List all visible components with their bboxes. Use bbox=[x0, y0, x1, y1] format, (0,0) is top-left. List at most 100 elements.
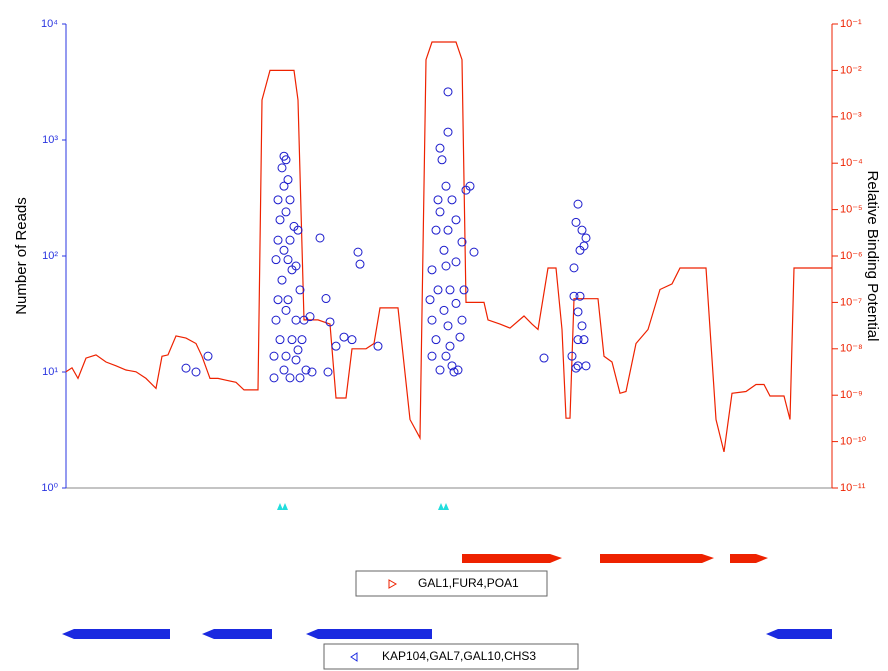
y2-tick-label: 10⁻⁸ bbox=[840, 343, 863, 355]
read-point bbox=[575, 291, 585, 301]
read-point bbox=[577, 225, 587, 235]
read-point bbox=[269, 351, 279, 361]
read-point bbox=[427, 351, 437, 361]
y-tick-label: 10³ bbox=[42, 134, 58, 146]
read-point bbox=[573, 199, 583, 209]
read-point bbox=[445, 341, 455, 351]
read-point bbox=[581, 361, 591, 371]
read-point bbox=[455, 332, 465, 342]
legend-icon bbox=[388, 579, 398, 589]
read-point bbox=[287, 335, 297, 345]
read-point bbox=[439, 245, 449, 255]
read-point bbox=[443, 321, 453, 331]
read-point bbox=[443, 127, 453, 137]
read-point bbox=[273, 235, 283, 245]
read-point bbox=[449, 367, 459, 377]
legend-box bbox=[355, 570, 548, 597]
read-point bbox=[305, 312, 315, 322]
read-point bbox=[331, 341, 341, 351]
read-point bbox=[269, 373, 279, 383]
read-point bbox=[339, 332, 349, 342]
read-point bbox=[569, 291, 579, 301]
read-point bbox=[567, 351, 577, 361]
y2-tick-label: 10⁻³ bbox=[840, 111, 862, 123]
read-point bbox=[271, 255, 281, 265]
read-point bbox=[277, 163, 287, 173]
read-point bbox=[451, 298, 461, 308]
read-point bbox=[281, 305, 291, 315]
read-point bbox=[347, 335, 357, 345]
read-point bbox=[275, 335, 285, 345]
y-tick-label: 10⁰ bbox=[41, 482, 58, 494]
read-point bbox=[441, 181, 451, 191]
read-point bbox=[571, 363, 581, 373]
read-point bbox=[435, 365, 445, 375]
y2-tick-label: 10⁻¹⁰ bbox=[840, 436, 867, 448]
read-point bbox=[433, 195, 443, 205]
read-point bbox=[203, 351, 213, 361]
read-point bbox=[297, 335, 307, 345]
read-point bbox=[461, 185, 471, 195]
y2-tick-label: 10⁻⁷ bbox=[840, 296, 862, 308]
read-point bbox=[283, 175, 293, 185]
reverse-genes bbox=[62, 629, 832, 639]
read-point bbox=[579, 335, 589, 345]
read-point bbox=[279, 245, 289, 255]
read-point bbox=[427, 315, 437, 325]
y2-axis-title: Relative Binding Potential bbox=[864, 171, 881, 342]
read-point bbox=[293, 345, 303, 355]
read-point bbox=[281, 351, 291, 361]
read-point bbox=[277, 275, 287, 285]
read-point bbox=[447, 361, 457, 371]
read-point bbox=[441, 261, 451, 271]
read-point bbox=[279, 365, 289, 375]
read-point bbox=[431, 335, 441, 345]
read-point bbox=[439, 305, 449, 315]
read-point bbox=[441, 351, 451, 361]
read-point bbox=[273, 195, 283, 205]
read-point bbox=[323, 367, 333, 377]
read-point bbox=[573, 307, 583, 317]
read-point bbox=[273, 295, 283, 305]
y2-tick-label: 10⁻¹ bbox=[840, 18, 862, 30]
read-point bbox=[285, 195, 295, 205]
y2-tick-label: 10⁻⁹ bbox=[840, 389, 863, 401]
y2-tick-label: 10⁻² bbox=[840, 64, 862, 76]
y2-tick-label: 10⁻¹¹ bbox=[840, 482, 866, 494]
read-point bbox=[287, 265, 297, 275]
read-point bbox=[457, 237, 467, 247]
y-axis-title: Number of Reads bbox=[13, 197, 30, 315]
read-point bbox=[295, 373, 305, 383]
y-tick-label: 10⁴ bbox=[41, 18, 58, 30]
track-label: KAP104,GAL7,GAL10,CHS3 bbox=[382, 649, 536, 663]
read-point bbox=[571, 217, 581, 227]
y2-tick-label: 10⁻⁴ bbox=[840, 157, 863, 169]
read-point bbox=[293, 225, 303, 235]
read-point bbox=[451, 257, 461, 267]
read-point bbox=[445, 285, 455, 295]
y2-tick-label: 10⁻⁵ bbox=[840, 204, 863, 216]
read-point bbox=[285, 373, 295, 383]
read-point bbox=[447, 195, 457, 205]
read-point bbox=[433, 285, 443, 295]
read-point bbox=[285, 235, 295, 245]
read-point bbox=[325, 317, 335, 327]
read-point bbox=[579, 241, 589, 251]
read-point bbox=[283, 255, 293, 265]
read-point bbox=[275, 215, 285, 225]
y-tick-label: 10¹ bbox=[42, 366, 58, 378]
read-point bbox=[355, 259, 365, 269]
read-point bbox=[581, 233, 591, 243]
read-point bbox=[307, 367, 317, 377]
forward-genes bbox=[462, 554, 768, 563]
read-point bbox=[451, 215, 461, 225]
read-point bbox=[573, 361, 583, 371]
read-point bbox=[435, 143, 445, 153]
read-point bbox=[291, 315, 301, 325]
track-label: GAL1,FUR4,POA1 bbox=[418, 576, 519, 590]
read-point bbox=[457, 315, 467, 325]
read-point bbox=[437, 155, 447, 165]
read-point bbox=[573, 335, 583, 345]
read-point bbox=[281, 207, 291, 217]
